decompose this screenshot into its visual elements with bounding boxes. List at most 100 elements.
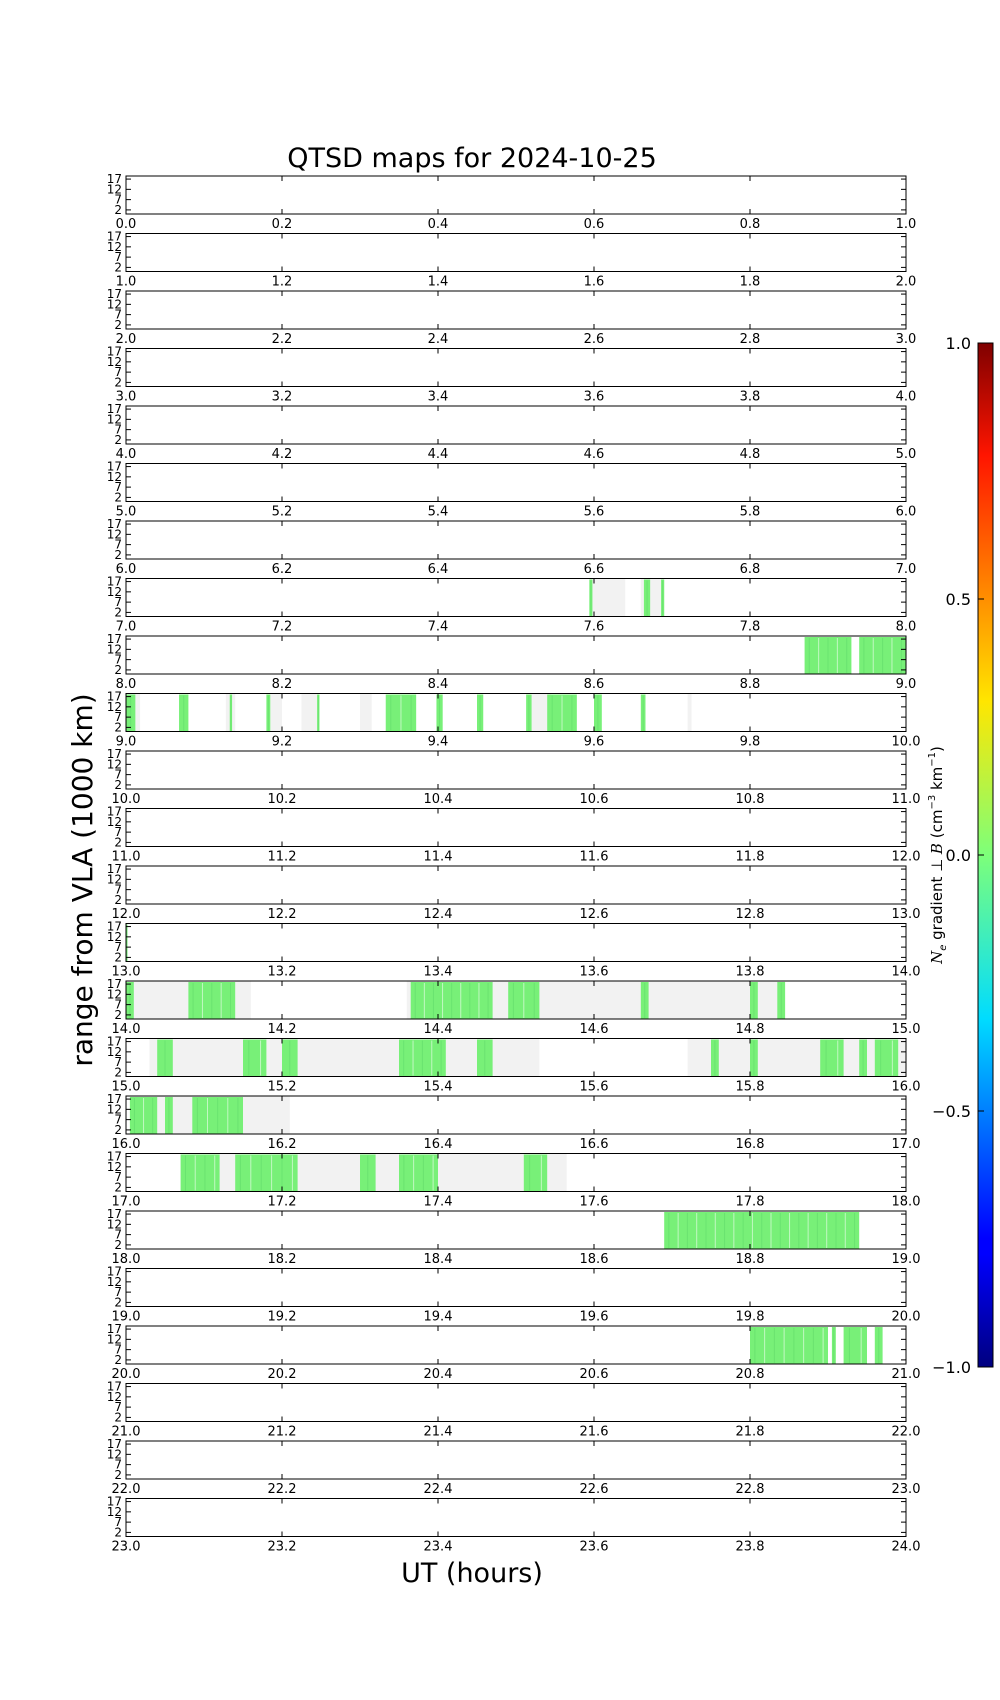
y-tick-label: 7 (114, 940, 122, 954)
y-tick-label: 17 (107, 690, 122, 704)
y-tick-label: 12 (107, 240, 122, 254)
panel-frame (125, 1440, 907, 1480)
x-tick-label: 11.4 (424, 850, 453, 865)
y-tick-label: 17 (107, 460, 122, 474)
x-tick-label: 0.4 (428, 217, 449, 232)
colorbar-ticks: 1.0 0.5 0.0 −0.5 −1.0 (932, 334, 984, 1377)
x-tick-label: 23.8 (736, 1540, 765, 1555)
y-tick-label: 12 (107, 1045, 122, 1059)
x-tick-label: 18.8 (736, 1252, 765, 1267)
y-tick-label: 2 (114, 318, 122, 332)
gray-segment (687, 693, 692, 732)
y-tick-label: 2 (114, 663, 122, 677)
y-tick-label: 7 (114, 423, 122, 437)
x-tick-label: 21.0 (892, 1367, 921, 1382)
green-segment (243, 1039, 267, 1077)
chart-title: QTSD maps for 2024-10-25 (287, 143, 657, 174)
x-tick-label: 11.0 (892, 792, 921, 807)
x-tick-label: 20.4 (424, 1367, 453, 1382)
x-tick-label: 22.6 (580, 1482, 609, 1497)
y-tick-label: 17 (107, 805, 122, 819)
panel-frame (125, 923, 907, 962)
x-tick-label: 9.4 (428, 735, 449, 750)
y-tick-label: 17 (107, 1437, 122, 1451)
y-tick-label: 7 (114, 1113, 122, 1127)
x-tick-label: 21.8 (736, 1425, 765, 1440)
x-tick-label: 4.2 (272, 447, 293, 462)
x-tick-label: 13.0 (112, 965, 141, 980)
y-tick-label: 17 (107, 1092, 122, 1106)
y-tick-label: 17 (107, 230, 122, 244)
x-tick-label: 2.6 (584, 332, 605, 347)
panel-frame (125, 693, 907, 732)
x-tick-label: 18.0 (892, 1195, 921, 1210)
y-tick-label: 7 (114, 1228, 122, 1242)
x-tick-label: 7.0 (116, 620, 137, 635)
y-tick-label: 17 (107, 1265, 122, 1279)
x-tick-label: 9.0 (116, 735, 137, 750)
gray-segment (149, 1038, 540, 1077)
x-tick-label: 7.2 (272, 620, 293, 635)
y-tick-label: 7 (114, 308, 122, 322)
y-tick-label: 7 (114, 480, 122, 494)
x-tick-label: 2.4 (428, 332, 449, 347)
y-tick-label: 2 (114, 260, 122, 274)
y-tick-label: 12 (107, 1160, 122, 1174)
x-tick-label: 13.0 (892, 907, 921, 922)
y-tick-label: 2 (114, 1295, 122, 1309)
y-tick-label: 12 (107, 757, 122, 771)
y-tick-label: 17 (107, 1207, 122, 1221)
x-tick-label: 12.0 (112, 907, 141, 922)
y-tick-label: 7 (114, 538, 122, 552)
x-tick-label: 23.2 (268, 1540, 297, 1555)
y-tick-label: 12 (107, 412, 122, 426)
x-tick-label: 2.2 (272, 332, 293, 347)
y-tick-label: 7 (114, 825, 122, 839)
x-tick-label: 8.6 (584, 677, 605, 692)
y-tick-label: 7 (114, 653, 122, 667)
x-tick-label: 18.2 (268, 1252, 297, 1267)
colorbar-tick-label: 0.5 (946, 590, 971, 609)
x-tick-label: 12.4 (424, 907, 453, 922)
y-tick-label: 17 (107, 1495, 122, 1509)
green-segment (180, 1154, 220, 1192)
panel-frame (125, 348, 907, 387)
y-tick-label: 17 (107, 402, 122, 416)
y-tick-label: 7 (114, 595, 122, 609)
y-tick-label: 7 (114, 998, 122, 1012)
panel-frame (125, 1153, 907, 1192)
x-tick-label: 21.4 (424, 1425, 453, 1440)
y-tick-label: 17 (107, 1150, 122, 1164)
y-tick-label: 12 (107, 1505, 122, 1519)
panel-frame (125, 1210, 907, 1250)
panel-frame (125, 405, 907, 445)
gray-segment (301, 693, 318, 732)
y-tick-label: 12 (107, 815, 122, 829)
x-tick-label: 15.0 (112, 1080, 141, 1095)
panel-frame (125, 750, 907, 790)
x-tick-label: 6.2 (272, 562, 293, 577)
y-tick-label: 12 (107, 355, 122, 369)
y-tick-label: 2 (114, 1180, 122, 1194)
x-tick-label: 17.2 (268, 1195, 297, 1210)
x-tick-label: 12.2 (268, 907, 297, 922)
y-tick-label: 7 (114, 1515, 122, 1529)
panel-frame (125, 520, 907, 560)
x-tick-label: 3.6 (584, 390, 605, 405)
x-tick-label: 1.6 (584, 275, 605, 290)
x-tick-label: 15.6 (580, 1080, 609, 1095)
colorbar-label: Ne gradient ⊥ B (cm−3 km−1) (927, 746, 949, 965)
panel-frame (125, 1498, 907, 1537)
panel-data (126, 981, 786, 1019)
x-tick-label: 16.0 (892, 1080, 921, 1095)
